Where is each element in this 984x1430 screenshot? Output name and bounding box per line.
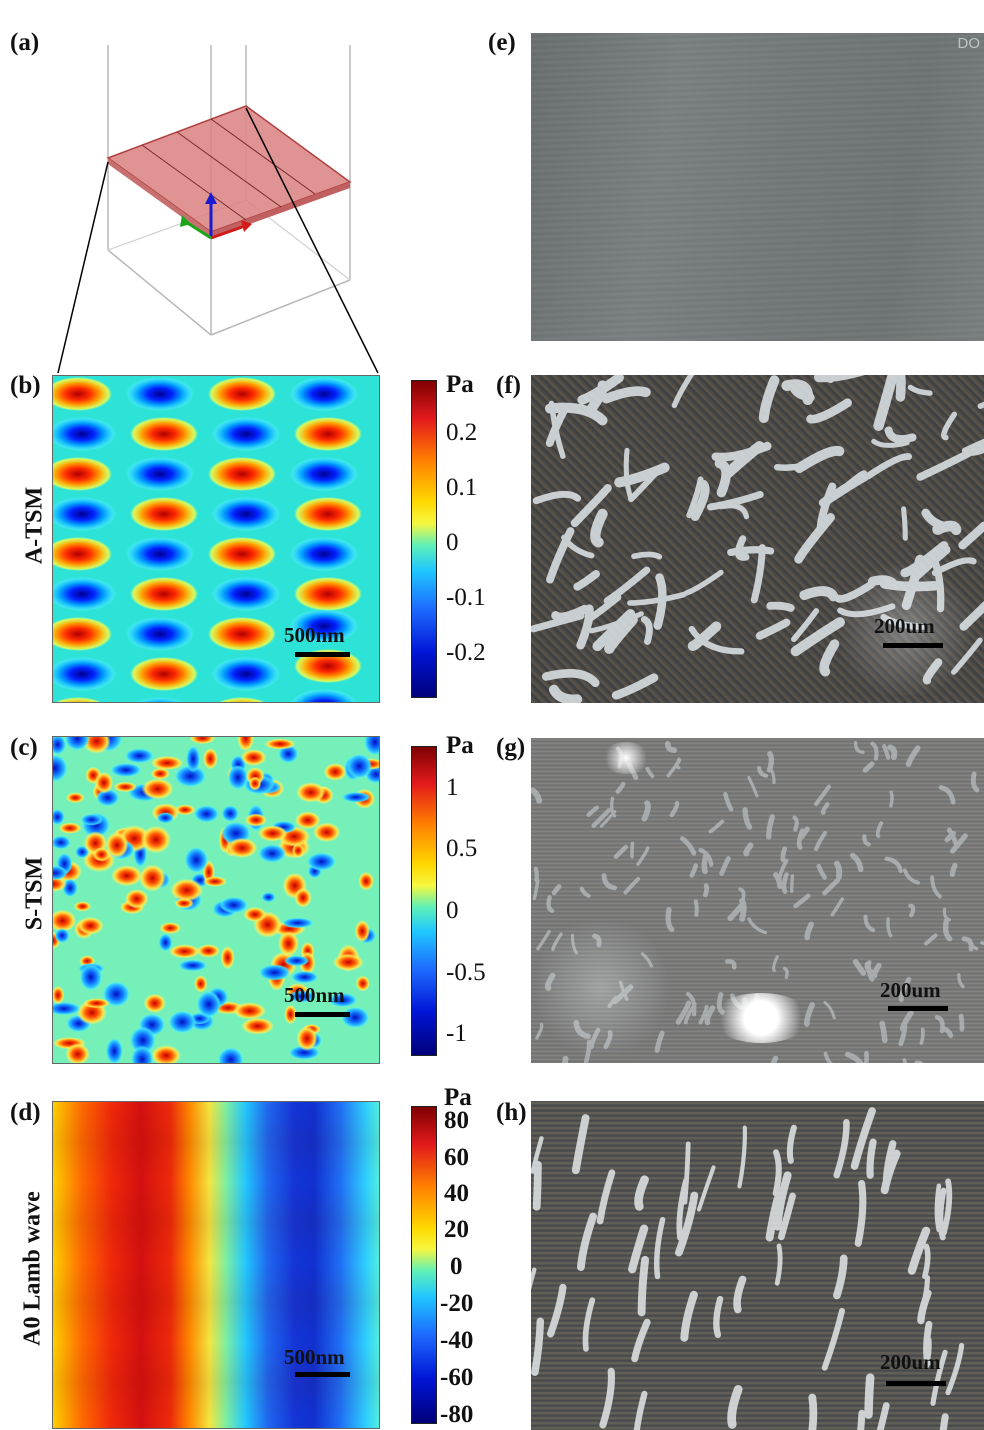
colorbar-tick-d-8: -80	[440, 1401, 474, 1428]
scalebar-h	[886, 1381, 946, 1386]
a-tsm-field	[53, 377, 362, 702]
colorbar-tick-d-7: -60	[440, 1364, 474, 1391]
scalebar-b	[295, 652, 350, 657]
colorbar-unit-b: Pa	[446, 371, 474, 398]
row-label-a0-lamb: A0 Lamb wave	[19, 1191, 46, 1346]
panel-label-c: (c)	[10, 734, 38, 761]
colorbar-unit-c: Pa	[446, 732, 474, 759]
scalebar-d	[295, 1372, 350, 1377]
panel-label-b: (b)	[10, 372, 41, 399]
colorbar-tick-c-0: 1	[446, 774, 459, 801]
scalebar-g	[888, 1006, 948, 1011]
row-label-a-tsm: A-TSM	[21, 486, 48, 565]
colorbar-tick-d-3: 20	[444, 1216, 469, 1243]
panel-label-d: (d)	[10, 1099, 41, 1126]
colorbar-unit-d: Pa	[444, 1084, 472, 1111]
colorbar-tick-d-5: -20	[440, 1290, 474, 1317]
s-tsm-field	[53, 737, 379, 1063]
scalebar-label-f: 200um	[874, 614, 935, 638]
colorbar-tick-b-1: 0.1	[446, 474, 478, 501]
colorbar-tick-d-2: 40	[444, 1180, 469, 1207]
schematic-3d-box	[57, 45, 379, 374]
panel-label-e: (e)	[488, 29, 516, 56]
y-axis-arrow	[185, 220, 212, 240]
colorbar-b	[411, 380, 437, 698]
colorbar-tick-c-2: 0	[446, 897, 459, 924]
colorbar-tick-c-3: -0.5	[446, 959, 486, 986]
scalebar-label-d: 500nm	[284, 1345, 345, 1369]
scalebar-label-b: 500nm	[284, 623, 345, 647]
panel-label-a: (a)	[10, 29, 40, 56]
photo-g-frost-pattern	[531, 738, 984, 1063]
colorbar-d	[411, 1106, 437, 1424]
scalebar-label-g: 200um	[880, 978, 941, 1002]
frost-streaks-h	[531, 1107, 965, 1430]
a-tsm-pressure-map	[52, 375, 380, 703]
scalebar-c	[295, 1012, 350, 1017]
frost-streaks-f	[531, 375, 984, 703]
photo-h-frost-pattern	[531, 1101, 984, 1430]
colorbar-tick-b-0: 0.2	[446, 419, 478, 446]
colorbar-tick-b-4: -0.2	[446, 639, 486, 666]
colorbar-tick-c-1: 0.5	[446, 835, 478, 862]
colorbar-c	[411, 746, 437, 1056]
colorbar-tick-d-1: 60	[444, 1144, 469, 1171]
colorbar-tick-b-2: 0	[446, 529, 459, 556]
watermark: DO	[957, 35, 981, 52]
photo-e-clean-surface: DO	[531, 33, 984, 341]
x-axis-arrow	[210, 224, 246, 240]
panel-label-g: (g)	[496, 734, 526, 761]
scalebar-label-c: 500nm	[284, 983, 345, 1007]
colorbar-tick-d-0: 80	[444, 1107, 469, 1134]
a0-lamb-pressure-map	[52, 1101, 380, 1429]
colorbar-tick-d-6: -40	[440, 1327, 474, 1354]
colorbar-tick-b-3: -0.1	[446, 584, 486, 611]
s-tsm-pressure-map	[52, 736, 380, 1064]
colorbar-tick-d-4: 0	[450, 1253, 463, 1280]
panel-label-h: (h)	[496, 1099, 527, 1126]
row-label-s-tsm: S-TSM	[21, 856, 48, 931]
frost-streaks-g	[531, 740, 984, 1063]
scalebar-label-h: 200um	[880, 1350, 941, 1374]
photo-f-frost-pattern	[531, 375, 984, 703]
colorbar-tick-c-4: -1	[446, 1020, 467, 1047]
panel-label-f: (f)	[496, 372, 521, 399]
scalebar-f	[883, 643, 943, 648]
